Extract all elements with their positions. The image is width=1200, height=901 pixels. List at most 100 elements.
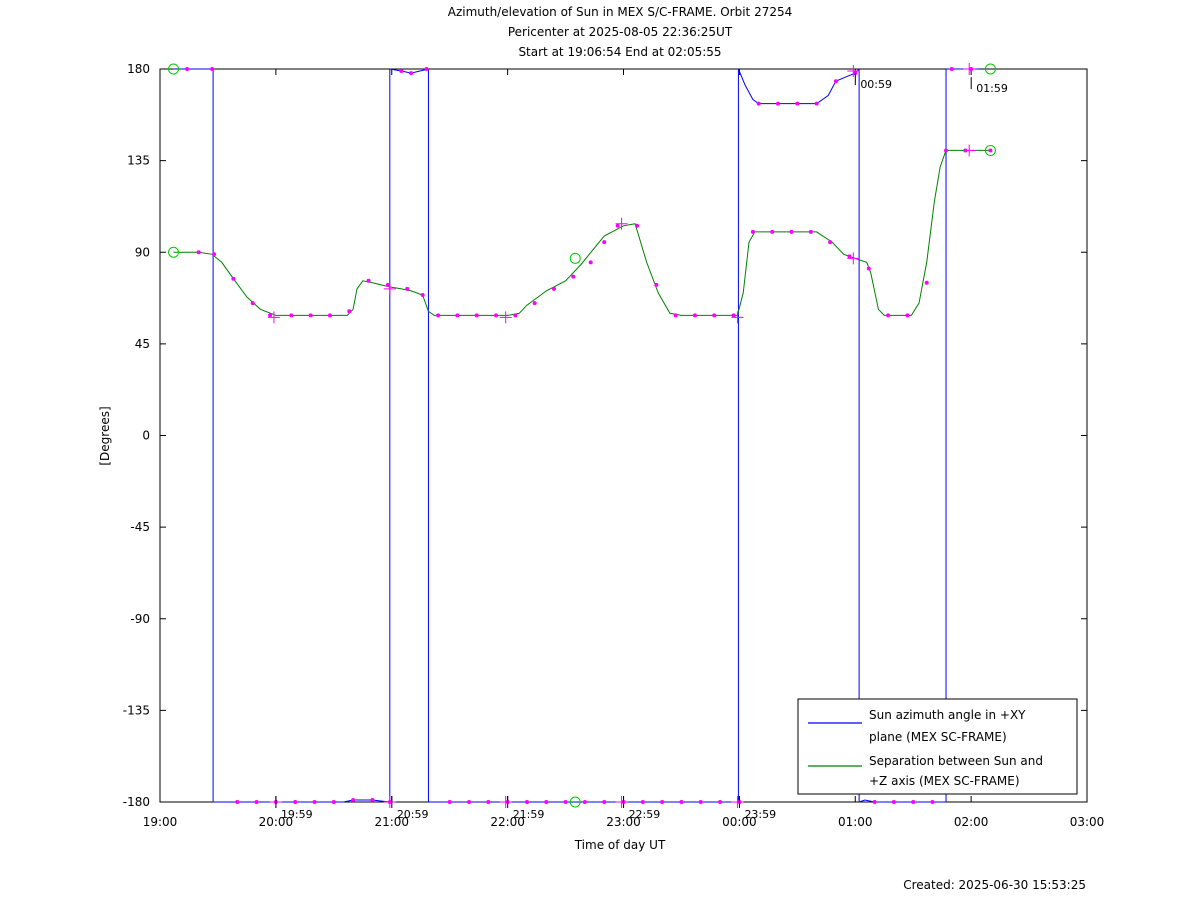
data-point [808, 229, 813, 234]
hour-label: 01:59 [976, 82, 1008, 95]
data-point [486, 800, 491, 804]
chart-title: Azimuth/elevation of Sun in MEX S/C-FRAM… [448, 5, 793, 59]
endpoint-circle [168, 63, 180, 75]
series-layer [173, 68, 991, 803]
data-point [602, 240, 607, 245]
data-point [455, 313, 460, 318]
data-point [814, 101, 819, 106]
data-point [409, 71, 414, 76]
hour-point [383, 796, 396, 808]
x-tick-label: 22:00 [490, 815, 525, 829]
x-tick-label: 23:00 [606, 815, 641, 829]
hour-point [267, 311, 280, 324]
data-point [770, 229, 775, 234]
hour-label: 19:59 [281, 808, 313, 821]
series-line-0 [737, 68, 860, 105]
data-point [370, 797, 375, 802]
data-point [750, 229, 755, 234]
hour-point [499, 311, 512, 324]
data-point [268, 313, 273, 318]
data-point [474, 313, 479, 318]
data-point [524, 800, 529, 804]
hour-label: 21:59 [513, 808, 545, 821]
data-point [436, 313, 441, 318]
hour-label: 22:59 [629, 808, 661, 821]
endpoint-circle [168, 246, 180, 258]
data-point [405, 286, 410, 291]
title-line-2: Pericenter at 2025-08-05 22:36:25UT [508, 25, 733, 39]
legend-label-separation-line2: +Z axis (MEX SC-FRAME) [869, 774, 1020, 788]
data-point [331, 800, 336, 804]
data-point [235, 800, 240, 804]
data-point [424, 67, 429, 71]
y-tick-label: -135 [123, 703, 150, 717]
hour-point [499, 796, 512, 808]
markers-layer [168, 63, 996, 808]
data-point [289, 313, 294, 318]
hour-point [731, 311, 744, 324]
data-point [756, 101, 761, 106]
x-tick-label: 21:00 [374, 815, 409, 829]
data-point [196, 250, 201, 255]
data-point [588, 260, 593, 265]
endpoint-circle [569, 796, 581, 808]
x-tick-label: 19:00 [143, 815, 178, 829]
data-point [563, 800, 568, 804]
data-point [789, 229, 794, 234]
hour-label: 23:59 [744, 808, 776, 821]
y-tick-label: -45 [130, 520, 150, 534]
data-point [185, 67, 190, 71]
data-point [660, 800, 665, 804]
x-tick-label: 00:00 [722, 815, 757, 829]
hour-label: 20:59 [397, 808, 429, 821]
hour-point [615, 217, 628, 230]
y-tick-label: -90 [130, 612, 150, 626]
endpoint-circle [984, 144, 996, 156]
data-point [351, 797, 356, 802]
x-tick-label: 01:00 [838, 815, 873, 829]
endpoint-circle [569, 252, 581, 264]
data-point [582, 800, 587, 804]
series-line-0 [213, 799, 390, 803]
data-point [698, 800, 703, 804]
data-point [905, 313, 910, 318]
title-line-3: Start at 19:06:54 End at 02:05:55 [518, 45, 721, 59]
data-point [602, 800, 607, 804]
hour-point [383, 282, 396, 295]
y-tick-label: 0 [142, 429, 150, 443]
data-point [828, 240, 833, 245]
series-line-0 [389, 68, 429, 74]
data-point [467, 800, 471, 804]
title-line-1: Azimuth/elevation of Sun in MEX S/C-FRAM… [448, 5, 793, 19]
created-timestamp: Created: 2025-06-30 15:53:25 [903, 878, 1086, 892]
data-point [212, 252, 217, 257]
data-point [532, 301, 537, 306]
data-point [673, 313, 678, 318]
hour-point [963, 144, 976, 157]
plot-frame [159, 68, 1088, 803]
data-point [866, 266, 871, 271]
y-tick-label: -180 [123, 795, 150, 809]
data-point [231, 276, 236, 281]
data-point [654, 282, 659, 287]
data-point [911, 800, 916, 804]
data-point [692, 313, 697, 318]
data-point [399, 69, 404, 74]
data-point [930, 800, 935, 804]
data-point [891, 800, 896, 804]
data-point [420, 293, 425, 298]
data-point [254, 800, 259, 804]
legend: Sun azimuth angle in +XY plane (MEX SC-F… [797, 698, 1078, 795]
data-point [924, 280, 929, 285]
data-point [949, 67, 954, 71]
data-point [847, 254, 852, 259]
data-point [447, 800, 452, 804]
data-point [886, 313, 891, 318]
legend-label-azimuth-line2: plane (MEX SC-FRAME) [869, 730, 1007, 744]
data-point [312, 800, 317, 804]
hour-point [731, 796, 744, 808]
data-point [571, 274, 576, 279]
legend-label-azimuth-line1: Sun azimuth angle in +XY [869, 708, 1026, 722]
data-point [795, 101, 800, 106]
